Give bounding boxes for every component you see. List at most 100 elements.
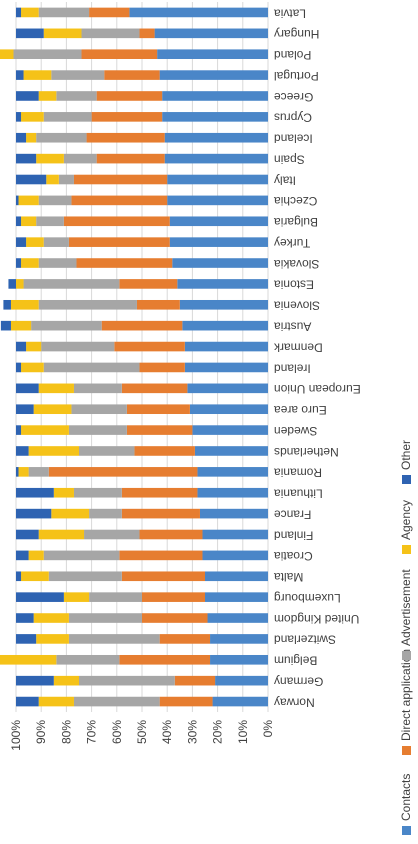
bar-segment-direct-application bbox=[68, 237, 170, 247]
bar-segment-direct-application bbox=[136, 299, 180, 310]
bar-segment-advertisement bbox=[36, 132, 87, 143]
bar-segment-contacts bbox=[199, 508, 268, 519]
bar-segment-agency bbox=[23, 70, 52, 80]
bar-segment-other bbox=[16, 613, 34, 623]
bar-segment-direct-application bbox=[114, 341, 185, 352]
bar-segment-contacts bbox=[164, 132, 268, 143]
bar-segment-other bbox=[16, 550, 29, 561]
bar-segment-contacts bbox=[169, 237, 268, 247]
category-label: Czechia bbox=[274, 194, 318, 208]
bar-segment-other bbox=[16, 446, 29, 456]
bar-segment-direct-application bbox=[121, 571, 205, 582]
category-label: Lithuania bbox=[274, 487, 323, 501]
bar-segment-advertisement bbox=[51, 70, 105, 80]
bar-segment-agency bbox=[51, 508, 90, 519]
bar-segment-direct-application bbox=[81, 49, 158, 60]
value-tick-label: 50% bbox=[135, 720, 149, 744]
legend: Contacts Direct application Advertisement A… bbox=[399, 440, 413, 835]
bar-segment-agency bbox=[21, 571, 49, 582]
legend-swatch bbox=[402, 746, 411, 755]
bar-segment-direct-application bbox=[76, 258, 173, 268]
bar-segment-agency bbox=[53, 675, 79, 686]
bar-segment-agency bbox=[18, 195, 39, 206]
bar-segment-advertisement bbox=[73, 696, 160, 707]
category-label: Austria bbox=[274, 320, 312, 334]
bar-segment-agency bbox=[26, 132, 37, 143]
bar-segment-advertisement bbox=[89, 592, 142, 602]
bar-segment-advertisement bbox=[43, 550, 120, 561]
category-label: Italy bbox=[274, 173, 296, 187]
bar-segment-contacts bbox=[207, 613, 268, 623]
bar-segment-other bbox=[16, 195, 19, 206]
value-tick-label: 10% bbox=[236, 720, 250, 744]
bar-segment-other bbox=[16, 237, 27, 247]
category-label: United Kingdom bbox=[274, 612, 359, 626]
bar-segment-other bbox=[16, 153, 37, 164]
category-label: Romania bbox=[274, 466, 322, 480]
category-label: France bbox=[274, 507, 312, 521]
bar-segment-advertisement bbox=[43, 237, 69, 247]
category-label: Croatia bbox=[274, 549, 313, 563]
bar-segment-agency bbox=[10, 299, 39, 310]
value-tick-label: 60% bbox=[110, 720, 124, 744]
bar-segment-other bbox=[16, 404, 34, 415]
bar-segment-advertisement bbox=[89, 508, 122, 519]
bar-segment-advertisement bbox=[38, 195, 72, 206]
bar-segment-agency bbox=[21, 258, 39, 268]
bar-segment-agency bbox=[38, 383, 74, 394]
bar-segment-other bbox=[16, 529, 39, 540]
bar-segment-other bbox=[16, 216, 22, 227]
bar-segment-advertisement bbox=[63, 153, 97, 164]
value-axis-ticks: 0% 10% 20% 30% 40% 50% 60% 70% 80% 90% 100% bbox=[9, 720, 275, 751]
bar-segment-contacts bbox=[182, 320, 268, 331]
category-label: Switzerland bbox=[274, 633, 336, 647]
bar-segment-agency bbox=[38, 91, 57, 101]
value-tick-label: 80% bbox=[59, 720, 73, 744]
category-label: Ireland bbox=[274, 361, 311, 375]
bar-segment-advertisement bbox=[38, 7, 90, 18]
bar-segment-other bbox=[16, 487, 54, 498]
category-label: Poland bbox=[274, 48, 311, 62]
bar-segment-other bbox=[16, 362, 22, 373]
bar-segment-direct-application bbox=[71, 195, 168, 206]
bar-segment-contacts bbox=[197, 467, 268, 477]
bar-segment-contacts bbox=[169, 216, 268, 227]
category-label: Iceland bbox=[274, 132, 313, 146]
bar-segment-agency bbox=[46, 174, 59, 185]
bar-segment-advertisement bbox=[56, 91, 97, 101]
category-label: Euro area bbox=[274, 403, 327, 417]
bar-segment-advertisement bbox=[23, 279, 120, 289]
bar-segment-other bbox=[16, 28, 44, 39]
bar-segment-advertisement bbox=[71, 404, 127, 415]
bar-segment-other bbox=[16, 696, 39, 707]
bar-segment-agency bbox=[16, 279, 24, 289]
bar-segment-other bbox=[16, 258, 22, 268]
bar-segment-agency bbox=[21, 425, 69, 435]
bar-segment-contacts bbox=[167, 174, 268, 185]
bar-segment-agency bbox=[21, 216, 37, 227]
bar-segment-agency bbox=[28, 446, 80, 456]
bar-segment-direct-application bbox=[48, 467, 198, 477]
bar-segment-direct-application bbox=[126, 404, 190, 415]
category-label: Finland bbox=[274, 528, 313, 542]
bar-segment-direct-application bbox=[73, 174, 168, 185]
bar-segment-advertisement bbox=[28, 467, 49, 477]
value-tick-label: 90% bbox=[34, 720, 48, 744]
bar-segment-contacts bbox=[167, 195, 268, 206]
bar-segment-advertisement bbox=[68, 613, 142, 623]
bar-segment-contacts bbox=[212, 696, 268, 707]
bar-segment-other bbox=[16, 7, 22, 18]
bar-segment-contacts bbox=[164, 153, 268, 164]
bar-segment-contacts bbox=[215, 675, 268, 686]
bar-segment-advertisement bbox=[81, 28, 140, 39]
bar-segment-agency bbox=[63, 592, 90, 602]
bar-segment-other bbox=[16, 70, 24, 80]
bar-segment-other bbox=[16, 112, 22, 122]
legend-label: Agency bbox=[399, 500, 413, 540]
bar-segment-contacts bbox=[197, 487, 268, 498]
category-label: Bulgaria bbox=[274, 215, 318, 229]
category-label: Belgium bbox=[274, 654, 317, 668]
grid-layer bbox=[15, 2, 269, 712]
category-label: European Union bbox=[274, 382, 361, 396]
legend-swatch bbox=[402, 545, 411, 554]
